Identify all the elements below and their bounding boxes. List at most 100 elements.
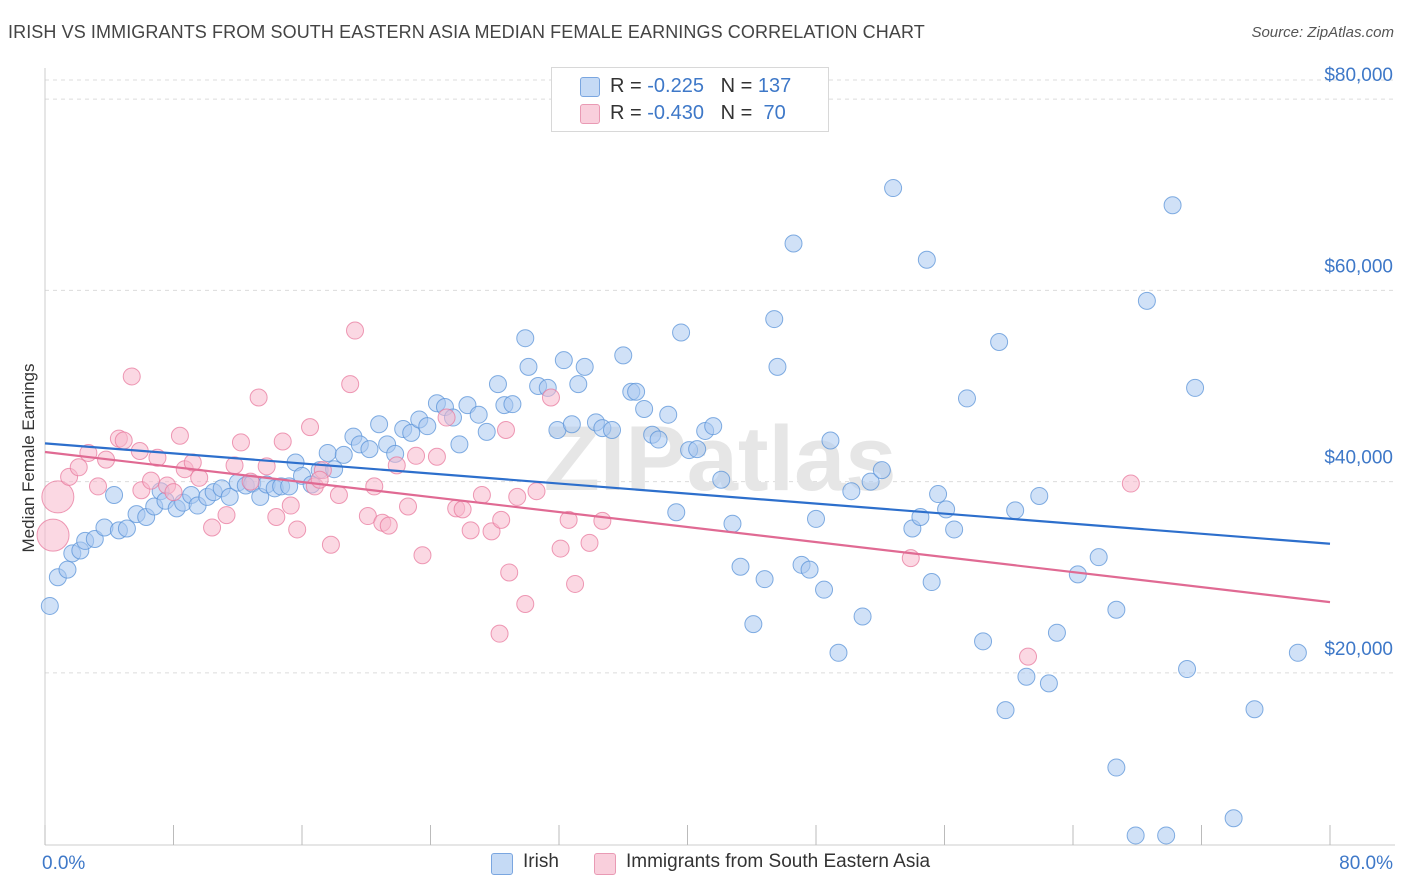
- southeast-asia-trendline: [44, 450, 1331, 604]
- x-tick-labels: 0.0% 80.0%: [42, 853, 1393, 874]
- irish-point: [667, 503, 686, 522]
- irish-point: [800, 560, 819, 579]
- irish-point: [815, 580, 834, 599]
- legend-r-label: R =: [610, 75, 648, 97]
- legend-swatch-southeast-asia: [580, 104, 600, 124]
- southeast-asia-point: [461, 521, 480, 540]
- irish-point: [603, 420, 622, 439]
- irish-point: [469, 405, 488, 424]
- southeast-asia-point: [231, 433, 250, 452]
- southeast-asia-point: [407, 446, 426, 465]
- bottom-swatch-southeast-asia: [594, 853, 616, 875]
- irish-point: [614, 346, 633, 365]
- irish-point: [220, 487, 239, 506]
- legend-n-label: N =: [720, 75, 758, 97]
- southeast-asia-point: [89, 477, 108, 496]
- irish-point: [1245, 700, 1264, 719]
- southeast-asia-point: [122, 367, 141, 386]
- southeast-asia-point: [559, 510, 578, 529]
- southeast-asia-point: [1019, 647, 1038, 666]
- irish-point: [1107, 758, 1126, 777]
- irish-point: [829, 643, 848, 662]
- southeast-asia-point: [281, 496, 300, 515]
- southeast-asia-point: [379, 516, 398, 535]
- irish-point: [744, 615, 763, 634]
- irish-point: [842, 482, 861, 501]
- southeast-asia-point: [142, 471, 161, 490]
- irish-point: [105, 486, 124, 505]
- irish-point: [635, 399, 654, 418]
- southeast-asia-point: [301, 418, 320, 437]
- irish-point: [1178, 660, 1197, 679]
- southeast-asia-point: [164, 483, 183, 502]
- irish-point: [477, 422, 496, 441]
- irish-point: [1107, 600, 1126, 619]
- southeast-asia-point: [527, 482, 546, 501]
- southeast-asia-point: [341, 375, 360, 394]
- irish-point: [807, 509, 825, 528]
- southeast-asia-point: [492, 510, 511, 529]
- irish-point: [360, 440, 379, 459]
- irish-point: [723, 514, 742, 533]
- y-tick-label: $20,000: [1324, 639, 1393, 660]
- legend-swatch-irish: [580, 77, 600, 97]
- legend-r-value: -0.225: [647, 75, 704, 97]
- southeast-asia-point: [453, 500, 472, 519]
- x-tick-label-max: 80.0%: [1339, 853, 1393, 874]
- stats-legend: R = -0.225 N = 137 R = -0.430 N = 70: [551, 67, 829, 132]
- southeast-asia-point: [551, 539, 570, 558]
- irish-point: [280, 477, 299, 496]
- axes: [44, 68, 1395, 846]
- irish-point: [1047, 623, 1066, 642]
- legend-r-value: -0.430: [647, 102, 704, 124]
- legend-n-value: 70: [757, 102, 786, 124]
- irish-point: [861, 472, 880, 491]
- irish-point: [1089, 548, 1108, 567]
- southeast-asia-point: [41, 480, 75, 514]
- southeast-asia-point: [365, 477, 384, 496]
- irish-point: [853, 607, 872, 626]
- southeast-asia-point: [273, 432, 292, 451]
- southeast-asia-point: [437, 408, 456, 427]
- southeast-asia-point: [203, 518, 222, 537]
- gridlines: [45, 79, 1395, 674]
- irish-point: [569, 375, 588, 394]
- southeast-asia-point: [170, 426, 189, 445]
- southeast-asia-point: [329, 486, 348, 505]
- irish-point: [1224, 809, 1243, 828]
- bottom-swatch-irish: [491, 853, 513, 875]
- irish-point: [1288, 643, 1307, 662]
- series-irish: [40, 179, 1307, 845]
- irish-point: [1157, 826, 1176, 845]
- irish-point: [1039, 674, 1058, 693]
- bottom-label-southeast-asia: Immigrants from South Eastern Asia: [626, 851, 931, 872]
- irish-point: [58, 560, 77, 579]
- irish-point: [1186, 378, 1205, 397]
- irish-point: [922, 573, 941, 592]
- southeast-asia-point: [496, 420, 515, 439]
- southeast-asia-point: [413, 546, 432, 565]
- x-tick-label-min: 0.0%: [42, 853, 85, 874]
- southeast-asia-point: [114, 431, 133, 450]
- irish-point: [450, 435, 469, 454]
- bottom-label-irish: Irish: [523, 851, 559, 872]
- irish-point: [554, 351, 573, 370]
- southeast-asia-point: [490, 624, 509, 643]
- irish-point: [1006, 501, 1025, 520]
- irish-point: [990, 333, 1009, 352]
- irish-point: [731, 557, 750, 576]
- irish-point: [884, 179, 903, 198]
- irish-point: [402, 423, 421, 442]
- southeast-asia-point: [288, 520, 307, 539]
- irish-point: [712, 470, 731, 489]
- southeast-asia-point: [593, 511, 612, 530]
- legend-text-irish: R = -0.225 N = 137: [610, 75, 791, 98]
- irish-point: [370, 415, 389, 434]
- southeast-asia-point: [36, 518, 70, 552]
- irish-point: [649, 430, 668, 449]
- series-southeast-asia: [36, 321, 1140, 666]
- source-credit: Source: ZipAtlas.com: [1251, 24, 1394, 41]
- irish-point: [334, 445, 353, 464]
- legend-n-label: N =: [720, 102, 758, 124]
- irish-point: [418, 417, 437, 436]
